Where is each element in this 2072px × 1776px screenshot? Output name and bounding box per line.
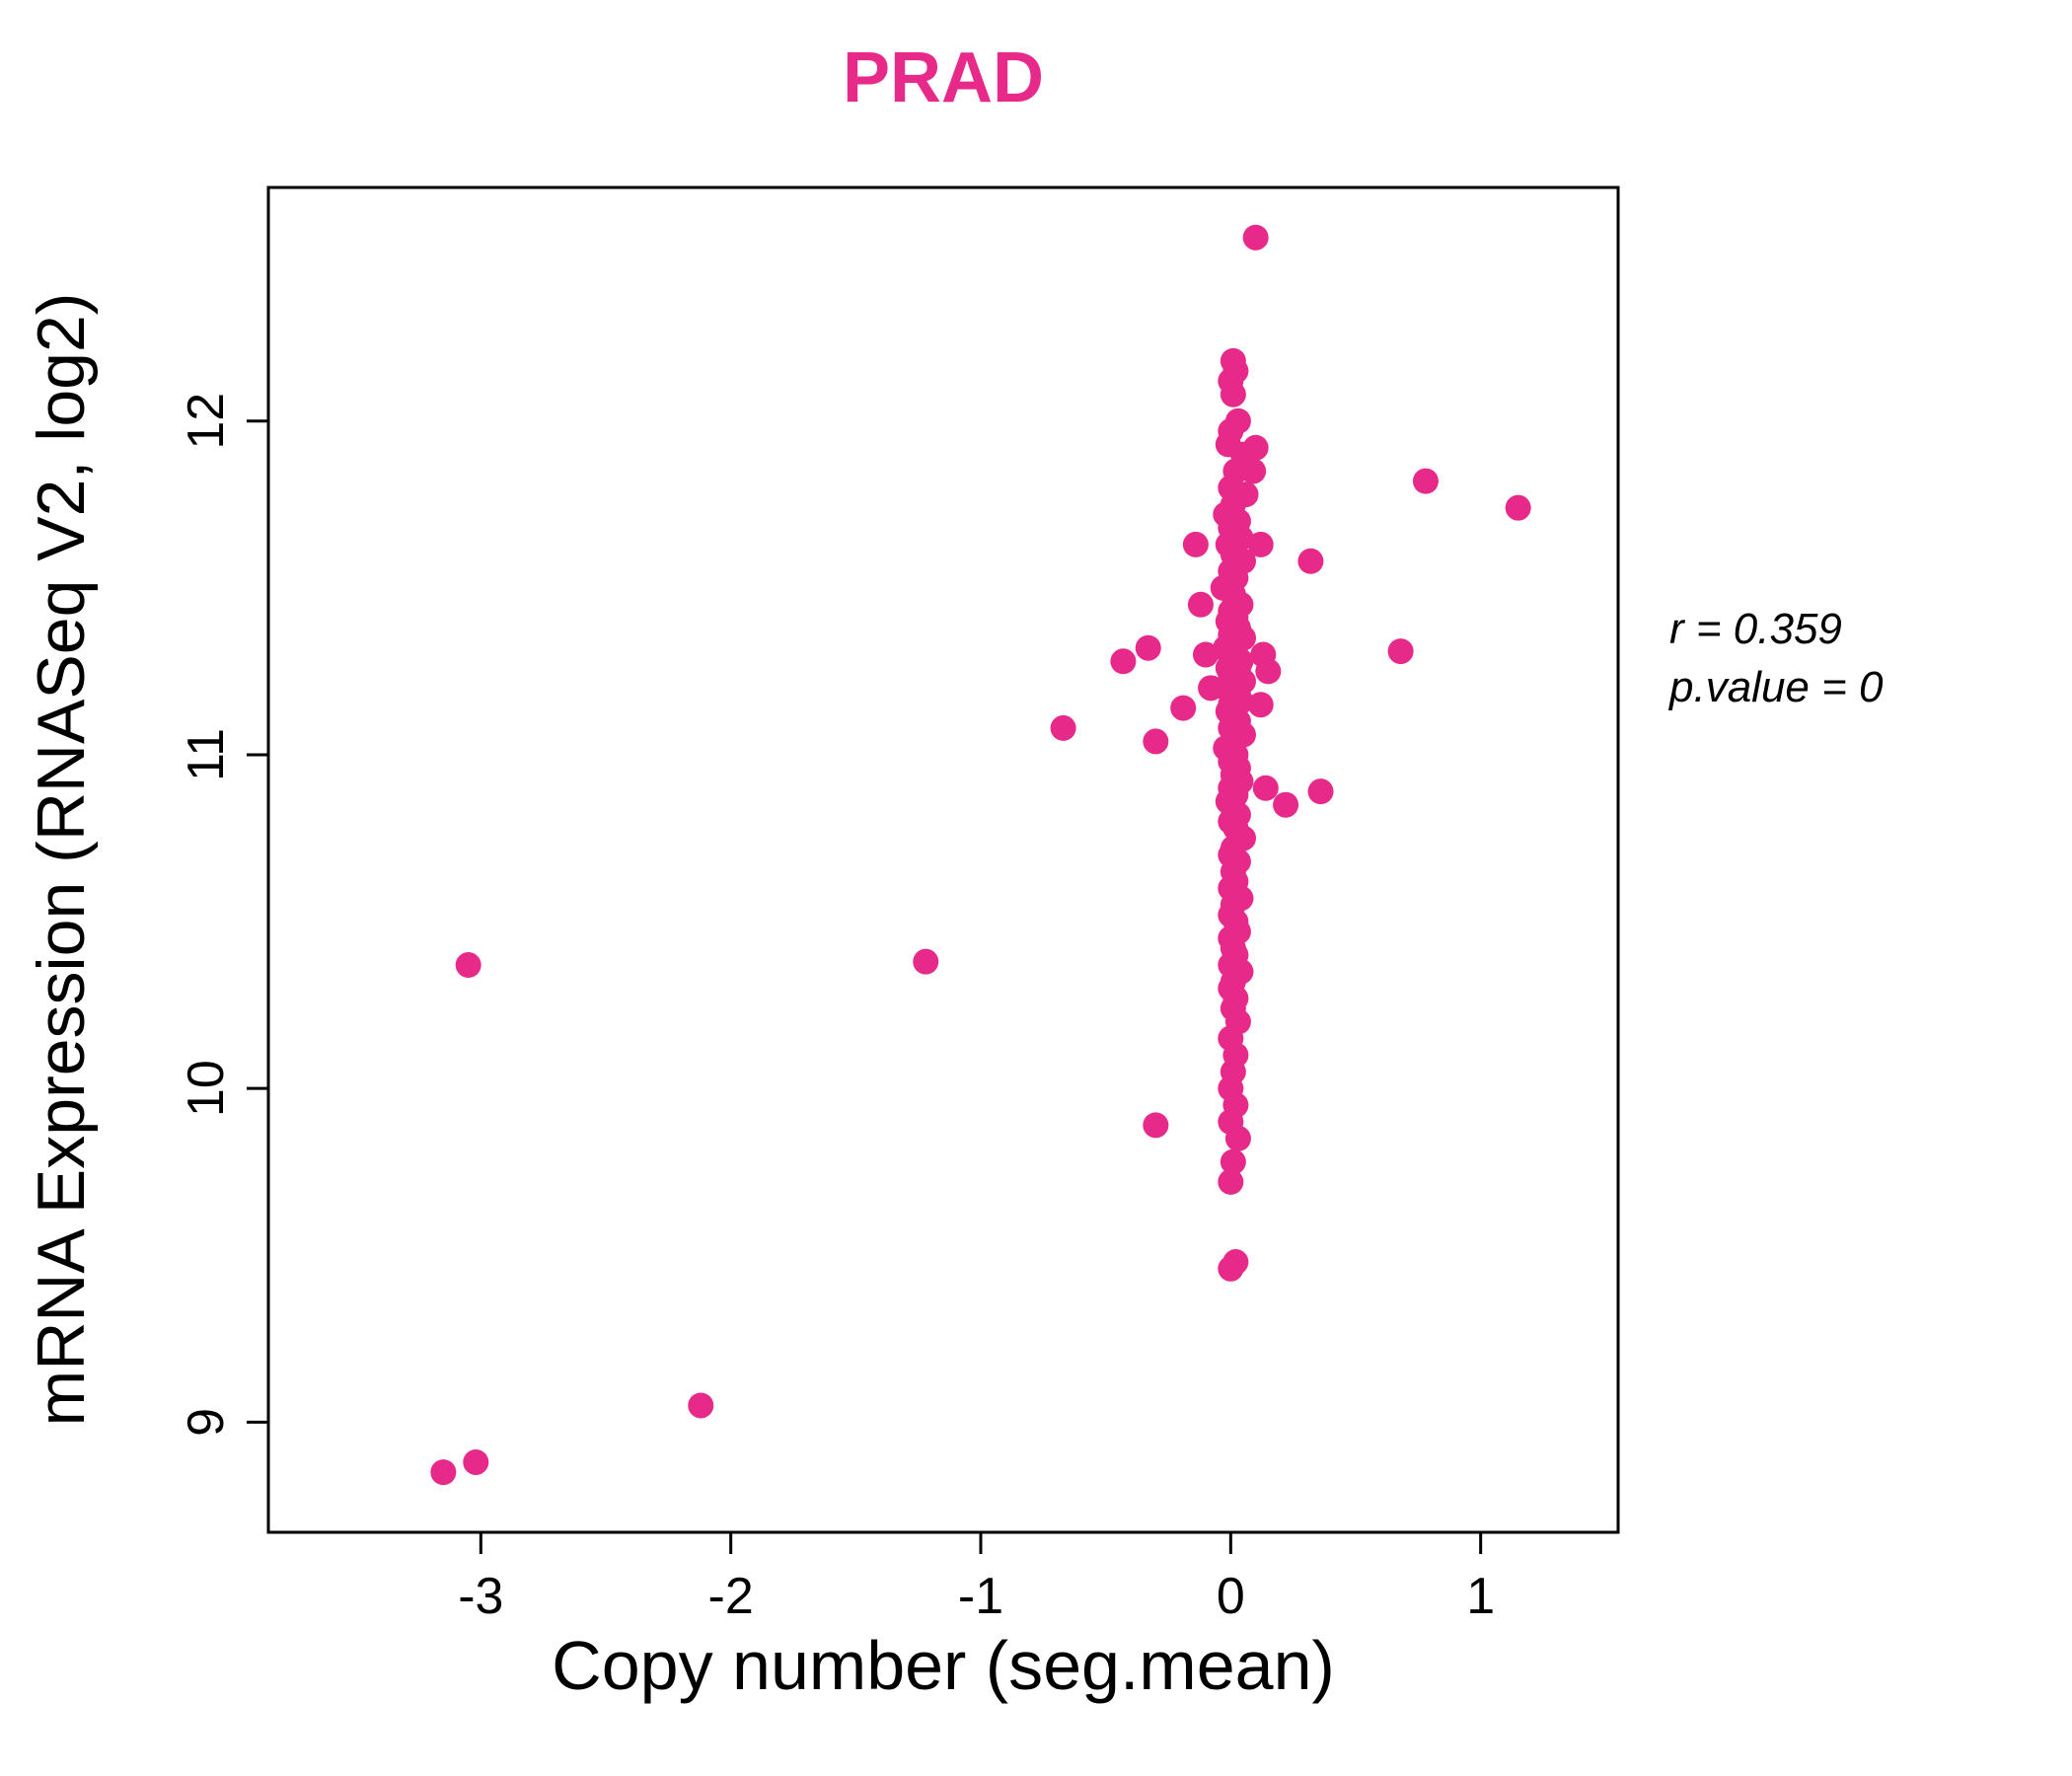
r-value-text: r = 0.359 <box>1669 605 1842 653</box>
data-point <box>463 1448 489 1475</box>
data-point <box>1387 638 1414 665</box>
data-point <box>1193 641 1219 668</box>
data-point <box>1170 695 1197 721</box>
data-point <box>1297 548 1324 574</box>
data-point <box>1255 658 1282 685</box>
data-point <box>1247 692 1274 718</box>
data-point <box>1182 531 1209 557</box>
y-tick-label: 9 <box>178 1408 235 1437</box>
data-point <box>1252 775 1279 801</box>
data-point <box>1143 1112 1169 1139</box>
y-tick-label: 12 <box>178 393 235 450</box>
data-point <box>1242 224 1269 251</box>
data-point <box>1050 714 1076 741</box>
p-value-text: p.value = 0 <box>1669 663 1884 712</box>
data-point <box>1135 634 1161 661</box>
y-tick-label: 11 <box>178 728 235 781</box>
y-tick-label: 10 <box>178 1060 235 1117</box>
data-point <box>1110 648 1137 675</box>
data-point <box>1412 468 1439 494</box>
data-point <box>1220 1148 1246 1175</box>
data-point <box>1143 728 1169 755</box>
data-point <box>1273 791 1299 818</box>
data-point <box>1218 1255 1244 1282</box>
data-point <box>913 948 939 975</box>
chart-title: PRAD <box>842 38 1044 117</box>
data-point <box>1247 531 1274 557</box>
data-point <box>1220 381 1246 407</box>
data-point <box>1224 1125 1251 1151</box>
x-tick-label: -1 <box>958 1568 1003 1625</box>
data-point <box>455 952 481 979</box>
correlation-annotation: r = 0.359 p.value = 0 <box>1669 600 1884 717</box>
x-tick-label: 1 <box>1466 1568 1495 1625</box>
data-point <box>688 1392 714 1419</box>
data-point <box>1218 1168 1244 1195</box>
x-tick-label: -3 <box>458 1568 503 1625</box>
data-point <box>430 1459 457 1486</box>
x-tick-label: -2 <box>708 1568 754 1625</box>
plot-border <box>266 185 1620 1534</box>
x-axis-label: Copy number (seg.mean) <box>552 1627 1335 1704</box>
data-point <box>1505 494 1531 521</box>
x-tick-label: 0 <box>1217 1568 1245 1625</box>
data-point <box>1187 591 1214 618</box>
data-point <box>1307 778 1334 805</box>
